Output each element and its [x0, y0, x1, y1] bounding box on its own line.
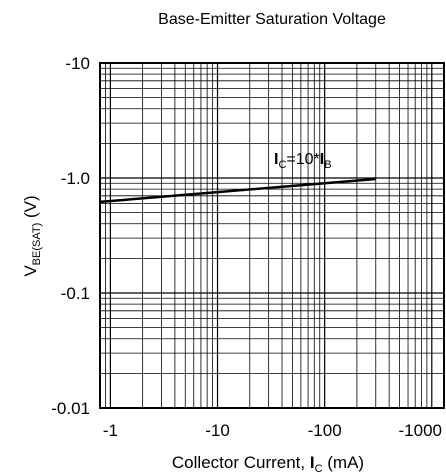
x-tick-label: -100 [308, 421, 342, 440]
x-tick-label: -1000 [399, 421, 442, 440]
chart-title: Base-Emitter Saturation Voltage [158, 11, 386, 28]
annotation-subscript-1: C [278, 159, 286, 171]
x-axis-label-symbol: I [310, 453, 315, 472]
series-line [99, 177, 376, 204]
grid [100, 63, 444, 408]
series-layer [99, 177, 376, 204]
x-axis-label-text: Collector Current, [172, 453, 310, 472]
x-axis-label: Collector Current, IC (mA) [172, 453, 364, 475]
y-axis-label-unit: (V) [21, 195, 40, 222]
y-axis-label-symbol: V [21, 265, 40, 277]
annotation-equation: =10* [286, 151, 319, 168]
y-tick-label: -0.01 [51, 399, 90, 418]
y-tick-labels: -10 -1.0 -0.1 -0.01 [51, 54, 90, 418]
y-axis-label-subscript: BE(SAT) [31, 223, 43, 266]
x-tick-labels: -1 -10 -100 -1000 [103, 421, 442, 440]
annotation-subscript-2: B [324, 159, 331, 171]
y-axis-label: VBE(SAT) (V) [21, 195, 43, 276]
plot-frame [99, 62, 445, 409]
annotation-symbol-2: I [320, 151, 324, 168]
x-axis-label-subscript: C [315, 463, 323, 475]
x-axis-label-unit: (mA) [323, 453, 365, 472]
annotation-symbol-1: I [274, 151, 278, 168]
y-tick-label: -0.1 [61, 284, 90, 303]
series-annotation: IC=10*IB [274, 151, 332, 171]
x-tick-label: -1 [103, 421, 118, 440]
x-tick-label: -10 [205, 421, 230, 440]
y-tick-label: -1.0 [61, 169, 90, 188]
y-tick-label: -10 [65, 54, 90, 73]
